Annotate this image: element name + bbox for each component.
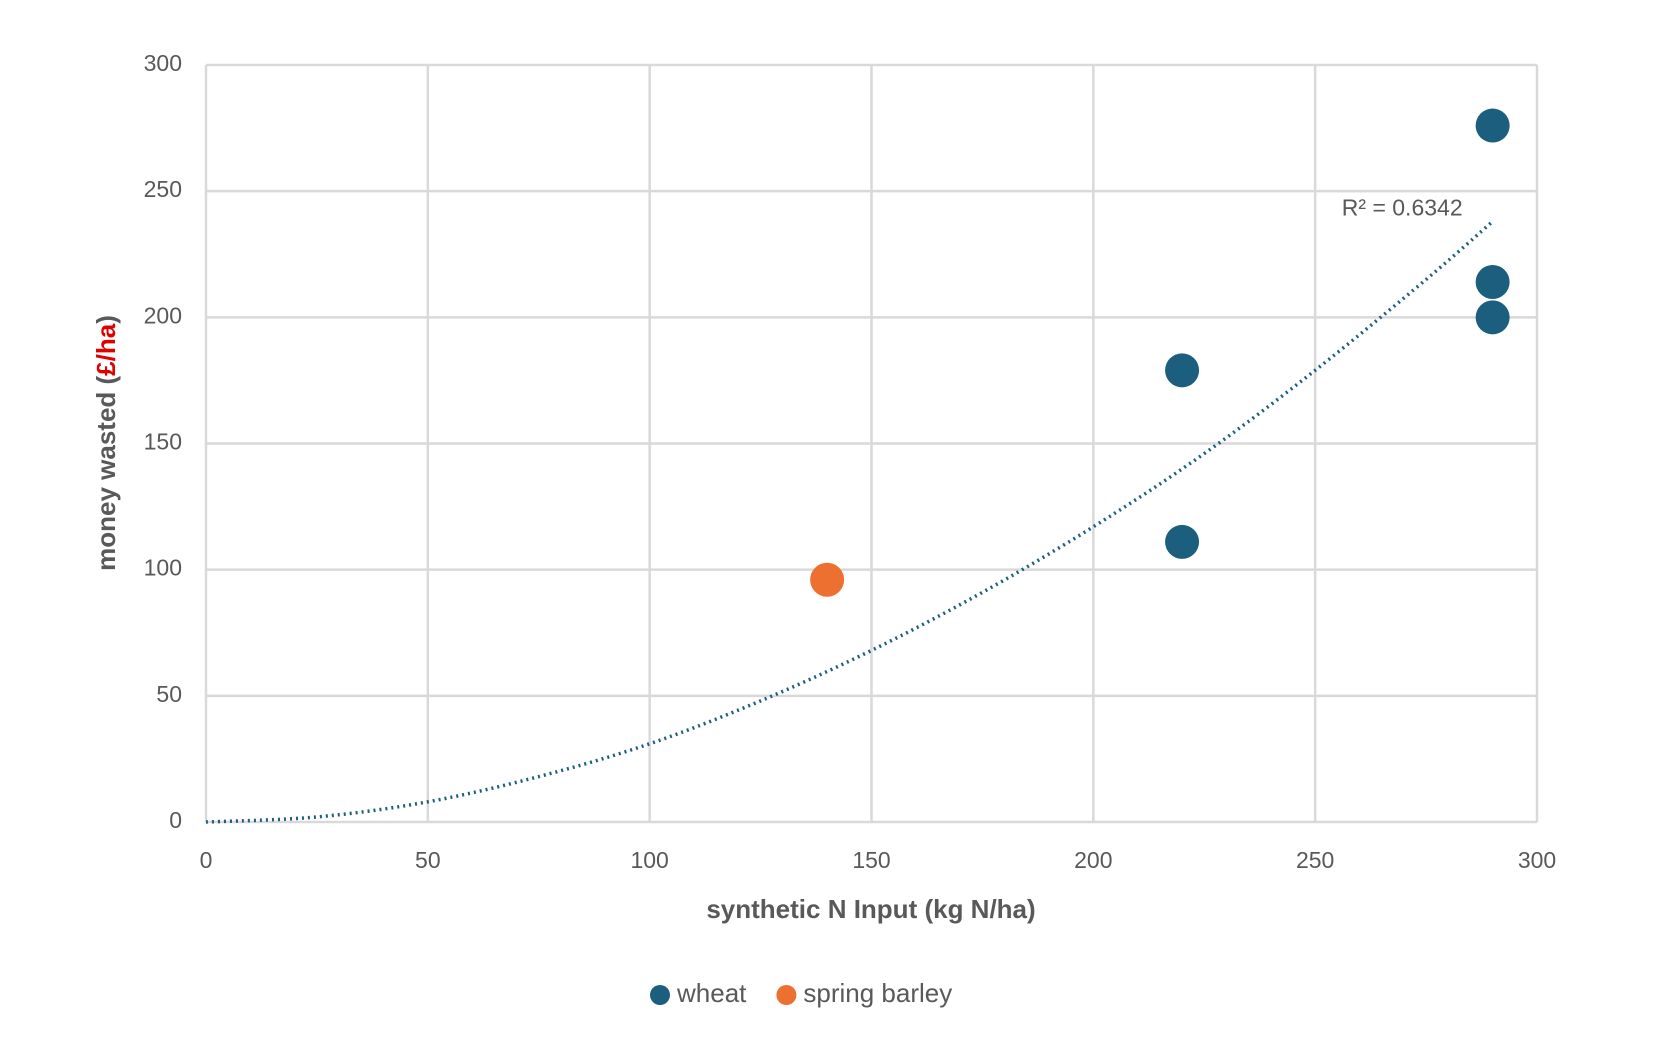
x-tick-label: 250 xyxy=(1296,847,1334,873)
data-point xyxy=(1165,353,1200,388)
legend-marker xyxy=(650,985,670,1005)
x-tick-label: 100 xyxy=(630,847,668,873)
y-tick-label: 300 xyxy=(144,50,182,76)
trendline xyxy=(205,220,1494,824)
data-point xyxy=(1475,108,1510,143)
y-axis-title-text: ) xyxy=(91,315,121,324)
y-tick-label: 100 xyxy=(144,555,182,581)
y-tick-label: 50 xyxy=(156,681,182,707)
y-tick-label: 150 xyxy=(144,429,182,455)
data-point xyxy=(1475,265,1510,300)
legend-label: wheat xyxy=(676,978,747,1008)
data-point xyxy=(810,562,845,597)
y-tick-label: 200 xyxy=(144,302,182,328)
legend-marker xyxy=(776,985,797,1005)
x-tick-label: 0 xyxy=(200,847,213,873)
x-tick-label: 50 xyxy=(415,847,441,873)
data-point xyxy=(1165,524,1200,559)
y-axis-title: money wasted (£/ha) xyxy=(91,315,121,571)
legend-label: spring barley xyxy=(803,978,952,1008)
y-axis-title-text: money wasted ( xyxy=(91,375,121,570)
x-tick-label: 150 xyxy=(852,847,890,873)
trendline-label: R² = 0.6342 xyxy=(1342,195,1463,221)
y-axis-title-unit: £/ha xyxy=(91,323,121,376)
x-axis-title: synthetic N Input (kg N/ha) xyxy=(706,894,1035,924)
y-tick-label: 250 xyxy=(144,176,182,202)
y-tick-label: 0 xyxy=(169,807,182,833)
x-tick-label: 200 xyxy=(1074,847,1112,873)
data-point xyxy=(1475,300,1510,335)
x-tick-label: 300 xyxy=(1518,847,1556,873)
